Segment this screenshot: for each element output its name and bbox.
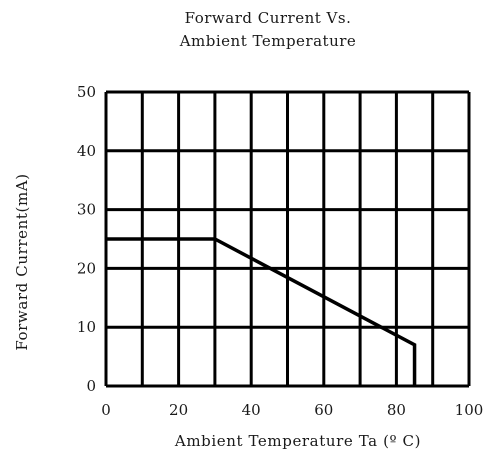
y-tick-label: 20 (77, 259, 96, 277)
y-tick-label: 0 (86, 377, 96, 395)
grid (104, 90, 471, 388)
x-tick-label: 0 (101, 401, 111, 419)
x-tick-labels: 0 20 40 60 80 100 (101, 401, 483, 419)
series-layer (106, 237, 417, 386)
y-tick-label: 40 (77, 142, 96, 160)
y-tick-label: 10 (77, 318, 96, 336)
y-axis-label: Forward Current(mA) (13, 173, 31, 350)
x-tick-label: 80 (387, 401, 406, 419)
x-axis-label: Ambient Temperature Ta (º C) (174, 432, 421, 450)
series-line (106, 237, 417, 386)
x-tick-label: 20 (169, 401, 188, 419)
chart-title-line-1: Forward Current Vs. (185, 9, 352, 27)
chart-title-line-2: Ambient Temperature (179, 32, 357, 50)
x-tick-label: 60 (314, 401, 333, 419)
y-tick-labels: 0 10 20 30 40 50 (77, 83, 96, 395)
y-tick-label: 50 (77, 83, 96, 101)
x-tick-label: 100 (455, 401, 484, 419)
y-tick-label: 30 (77, 201, 96, 219)
x-tick-label: 40 (242, 401, 261, 419)
